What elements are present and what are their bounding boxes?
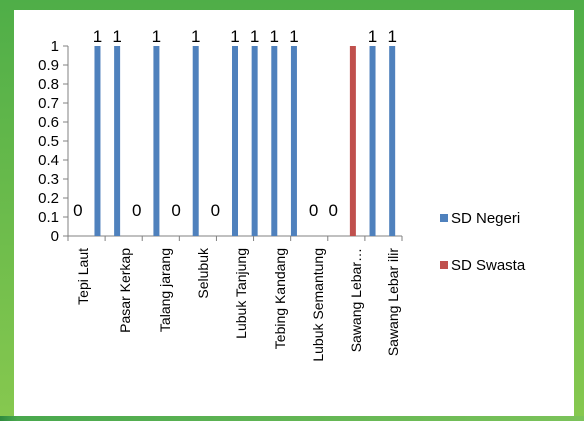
y-tick-label: 0 (51, 228, 59, 245)
x-category-label: Talang jarang (157, 248, 173, 332)
data-label: 1 (368, 27, 377, 46)
data-label: 1 (152, 27, 161, 46)
bar (232, 46, 238, 236)
y-tick-label: 0.3 (38, 171, 59, 188)
data-label: 0 (73, 201, 82, 220)
legend-swatch (440, 214, 448, 222)
y-tick-label: 0.6 (38, 114, 59, 131)
bar (114, 46, 121, 236)
x-category-label: Lubuk Tanjung (233, 248, 249, 339)
y-tick-label: 0.2 (38, 190, 59, 207)
bar (290, 46, 297, 236)
bar (251, 46, 258, 236)
data-label: 0 (309, 201, 318, 220)
data-label: 0 (171, 201, 180, 220)
bar (369, 46, 376, 236)
data-label: 1 (270, 27, 279, 46)
x-category-label: Sawang Lebar ilir (385, 248, 401, 357)
y-tick-label: 0.4 (38, 152, 59, 169)
y-tick-label: 0.1 (38, 209, 59, 226)
data-label: 1 (191, 27, 200, 46)
data-label: 1 (93, 27, 102, 46)
x-category-label: Tepi Laut (75, 248, 91, 305)
bar (94, 46, 101, 236)
legend-swatch (440, 261, 448, 269)
data-label: 1 (230, 27, 239, 46)
y-tick-label: 1 (51, 38, 59, 55)
data-label: 0 (132, 201, 141, 220)
bar (349, 46, 356, 236)
data-label: 1 (387, 27, 396, 46)
y-tick-label: 0.5 (38, 133, 59, 150)
data-label: 1 (289, 27, 298, 46)
bar (192, 46, 199, 236)
y-tick-label: 0.8 (38, 76, 59, 93)
bar (153, 46, 160, 236)
data-label: 1 (250, 27, 259, 46)
y-tick-label: 0.7 (38, 95, 59, 112)
bar (271, 46, 278, 236)
bar (389, 46, 396, 236)
data-label: 0 (211, 201, 220, 220)
y-tick-label: 0.9 (38, 57, 59, 74)
data-label: 1 (112, 27, 121, 46)
chart-panel: 0 0.1 0.2 0.3 0.4 0.5 0.6 0.7 0.8 0.9 1 0 1 1 0 1 0 1 0 1 1 1… (14, 10, 574, 416)
legend-label: SD Swasta (451, 257, 526, 274)
x-category-label: Selubuk (195, 247, 211, 299)
data-label: 0 (329, 201, 338, 220)
x-category-label: Lubuk Semantung (310, 248, 326, 362)
x-category-label: Tebing Kandang (272, 248, 288, 349)
legend-label: SD Negeri (451, 210, 520, 227)
x-category-label: Pasar Kerkap (117, 248, 133, 333)
x-category-label: Sawang Lebar… (348, 248, 364, 352)
